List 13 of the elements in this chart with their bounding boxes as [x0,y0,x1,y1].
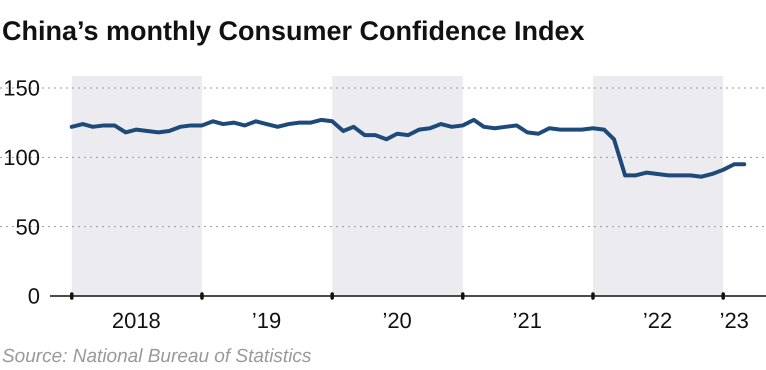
y-tick-label: 0 [28,284,40,309]
x-tick-label: 2018 [112,308,161,333]
line-series [70,118,746,179]
y-tick-label: 150 [3,76,40,101]
x-tick-label: ’20 [382,308,412,333]
x-tick-label: ’19 [252,308,282,333]
chart-title: China’s monthly Consumer Confidence Index [2,16,585,46]
y-tick-label: 50 [16,214,40,240]
x-tick-label: ’22 [642,308,672,333]
x-tick-label: ’21 [512,308,542,333]
y-tick-label: 100 [3,145,40,170]
source-note: Source: National Bureau of Statistics [2,346,312,367]
x-tick-label: ’23 [720,308,749,333]
